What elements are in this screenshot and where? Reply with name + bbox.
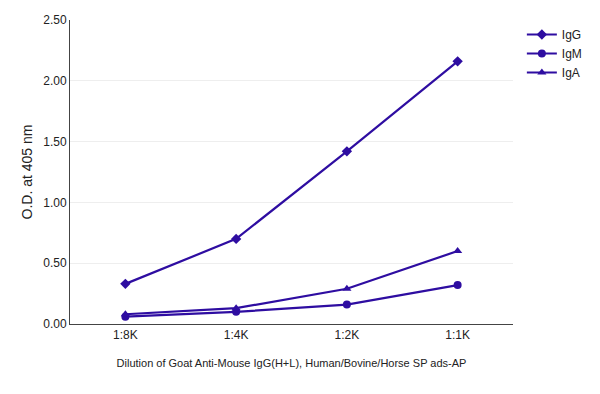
svg-text:0.50: 0.50 <box>43 256 67 270</box>
svg-text:0.00: 0.00 <box>43 317 67 331</box>
svg-text:Dilution of Goat Anti-Mouse Ig: Dilution of Goat Anti-Mouse IgG(H+L), Hu… <box>117 357 467 369</box>
svg-text:1.00: 1.00 <box>43 196 67 210</box>
svg-text:1:1K: 1:1K <box>445 328 470 342</box>
svg-text:1:2K: 1:2K <box>335 328 360 342</box>
svg-text:2.50: 2.50 <box>43 13 67 27</box>
svg-text:IgG: IgG <box>562 28 581 42</box>
svg-text:O.D. at 405 nm: O.D. at 405 nm <box>19 125 35 220</box>
svg-text:IgM: IgM <box>562 47 582 61</box>
svg-text:IgA: IgA <box>562 66 580 80</box>
svg-text:1:8K: 1:8K <box>113 328 138 342</box>
svg-text:1.50: 1.50 <box>43 135 67 149</box>
svg-text:1:4K: 1:4K <box>224 328 249 342</box>
svg-text:2.00: 2.00 <box>43 74 67 88</box>
